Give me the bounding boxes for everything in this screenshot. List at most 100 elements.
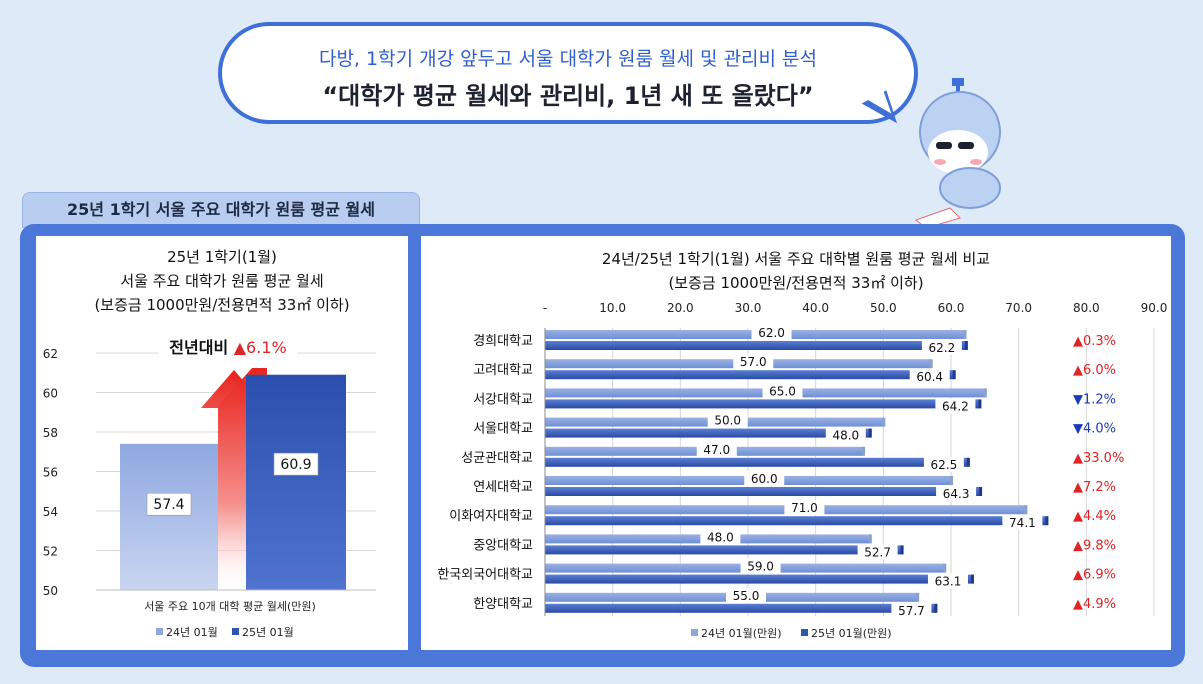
chart1-legend-24: 24년 01월 — [166, 626, 218, 639]
chart1-legend-swatch-24 — [156, 628, 163, 635]
chart1-y-tick: 56 — [43, 466, 58, 480]
chart1-category-label: 서울 주요 10개 대학 평균 월세(만원) — [144, 600, 316, 613]
chart2-x-tick: - — [543, 301, 547, 315]
chart2-bar-25 — [545, 516, 1047, 526]
chart2-data-label-25: 57.7 — [898, 604, 925, 618]
chart2-category-label: 성균관대학교 — [461, 451, 533, 466]
chart2-change-label: ▲4.9% — [1073, 597, 1116, 612]
chart2-bar-24-end — [1024, 505, 1028, 515]
chart2-data-label-25: 48.0 — [832, 429, 859, 443]
chart1-data-label: 57.4 — [153, 497, 184, 513]
chart2-bar-25-end — [978, 399, 982, 409]
chart2-category-label: 한국외국어대학교 — [437, 568, 533, 583]
chart2-bar-25 — [545, 603, 936, 613]
chart2-change-label: ▲9.8% — [1073, 538, 1116, 553]
chart2-data-label-25: 64.3 — [943, 487, 970, 501]
chart2-data-label-24: 60.0 — [751, 472, 778, 486]
chart2-bar-24-end — [943, 563, 947, 573]
chart2-change-label: ▲6.9% — [1073, 568, 1116, 583]
chart2-x-tick: 20.0 — [667, 301, 694, 315]
chart2-bar-24-end — [983, 388, 987, 398]
chart2-data-label-24: 55.0 — [733, 589, 760, 603]
chart2-label-box-24 — [733, 354, 774, 370]
chart2-data-label-24: 59.0 — [747, 560, 774, 574]
chart2-label-box-25 — [825, 427, 866, 443]
chart2-bar-25-end — [868, 428, 872, 438]
chart1-legend-swatch-25 — [232, 628, 239, 635]
chart2-label-box-25 — [923, 456, 964, 472]
chart2-bar-25-end — [970, 574, 974, 584]
chart2-bar-25 — [545, 428, 870, 438]
chart2-label-box-24 — [762, 383, 803, 399]
chart1-data-label-box — [273, 452, 319, 476]
chart1-y-tick: 50 — [43, 584, 58, 598]
chart2-bar-25 — [545, 545, 902, 555]
university-rent-chart: 24년/25년 1학기(1월) 서울 주요 대학별 원룸 평균 월세 비교 (보증… — [437, 250, 1168, 640]
chart2-category-label: 중앙대학교 — [473, 538, 533, 553]
chart2-change-label: ▲0.3% — [1073, 334, 1116, 349]
chart1-data-label-box — [146, 492, 192, 516]
chart2-category-label: 고려대학교 — [473, 363, 533, 378]
chart2-x-tick: 30.0 — [735, 301, 762, 315]
chart2-bar-25-end — [979, 487, 983, 496]
chart2-change-label: ▲7.2% — [1073, 480, 1116, 495]
chart2-x-tick: 90.0 — [1141, 301, 1168, 315]
chart2-change-label: ▲6.0% — [1073, 363, 1116, 378]
chart2-x-tick: 70.0 — [1005, 301, 1032, 315]
chart2-category-label: 경희대학교 — [473, 334, 533, 349]
chart2-label-box-25 — [857, 544, 898, 560]
chart1-y-tick: 60 — [43, 387, 58, 401]
chart2-label-box-25 — [909, 369, 950, 385]
chart1-annotation-box — [159, 334, 297, 360]
chart2-data-label-24: 48.0 — [707, 530, 734, 544]
chart1-annotation: 전년대비 ▲6.1% — [169, 338, 286, 357]
chart2-category-label: 서강대학교 — [473, 392, 533, 407]
chart2-data-label-25: 60.4 — [916, 370, 943, 384]
chart2-data-label-25: 62.2 — [929, 341, 956, 355]
chart2-x-tick: 80.0 — [1073, 301, 1100, 315]
chart2-bar-25 — [545, 487, 981, 496]
chart2-data-label-24: 50.0 — [714, 414, 741, 428]
chart2-label-box-25 — [921, 340, 962, 355]
chart2-data-label-25: 64.2 — [942, 399, 969, 413]
chart1-y-tick: 52 — [43, 545, 58, 559]
chart2-bar-25 — [545, 574, 972, 584]
chart1-bar-25 — [246, 374, 346, 590]
chart2-label-box-25 — [935, 398, 976, 414]
chart2-data-label-24: 65.0 — [769, 384, 796, 398]
chart2-bar-25-end — [966, 457, 970, 467]
chart2-title-line: (보증금 1000만원/전용면적 33㎡ 이하) — [668, 274, 923, 292]
chart2-data-label-25: 52.7 — [864, 545, 891, 559]
chart2-data-label-24: 62.0 — [758, 326, 785, 340]
chart2-data-label-24: 57.0 — [740, 355, 767, 369]
chart2-bar-24-end — [916, 592, 920, 602]
chart2-label-box-24 — [707, 412, 748, 428]
chart2-data-label-25: 62.5 — [931, 458, 958, 472]
chart2-bar-24-end — [868, 534, 872, 544]
chart2-change-label: ▲33.0% — [1073, 451, 1124, 466]
chart2-bar-25 — [545, 457, 968, 467]
header-headline: “대학가 평균 월세와 관리비, 1년 새 또 올랐다” — [322, 82, 814, 110]
chart2-legend-25: 25년 01월(만원) — [811, 627, 892, 640]
chart2-label-box-24 — [744, 471, 785, 486]
mascot-icon — [914, 78, 1001, 229]
chart1-y-tick: 58 — [43, 426, 58, 440]
chart2-x-tick: 40.0 — [802, 301, 829, 315]
chart2-x-tick: 50.0 — [870, 301, 897, 315]
chart1-data-label: 60.9 — [280, 457, 311, 473]
chart1-title-line: 서울 주요 대학가 원룸 평균 월세 — [120, 272, 323, 290]
average-rent-chart: 25년 1학기(1월) 서울 주요 대학가 원룸 평균 월세 (보증금 1000만원… — [43, 248, 376, 639]
chart2-legend-swatch-25 — [801, 629, 808, 636]
chart2-data-label-24: 47.0 — [703, 443, 730, 457]
chart2-label-box-25 — [1002, 515, 1043, 531]
chart2-data-label-25: 74.1 — [1009, 516, 1036, 530]
chart2-bar-25-end — [952, 370, 956, 380]
speech-bubble: 다방, 1학기 개강 앞두고 서울 대학가 원룸 월세 및 관리비 분석 “대학… — [218, 22, 918, 124]
section-tab: 25년 1학기 서울 주요 대학가 원룸 평균 월세 — [22, 192, 420, 228]
university-rent-panel: 24년/25년 1학기(1월) 서울 주요 대학별 원룸 평균 월세 비교 (보증… — [421, 236, 1171, 650]
chart2-label-box-24 — [751, 325, 792, 340]
chart1-y-tick: 54 — [43, 505, 58, 519]
chart2-label-box-24 — [700, 529, 741, 545]
chart1-title-line: (보증금 1000만원/전용면적 33㎡ 이하) — [94, 296, 349, 314]
chart2-legend-swatch-24 — [691, 629, 698, 636]
